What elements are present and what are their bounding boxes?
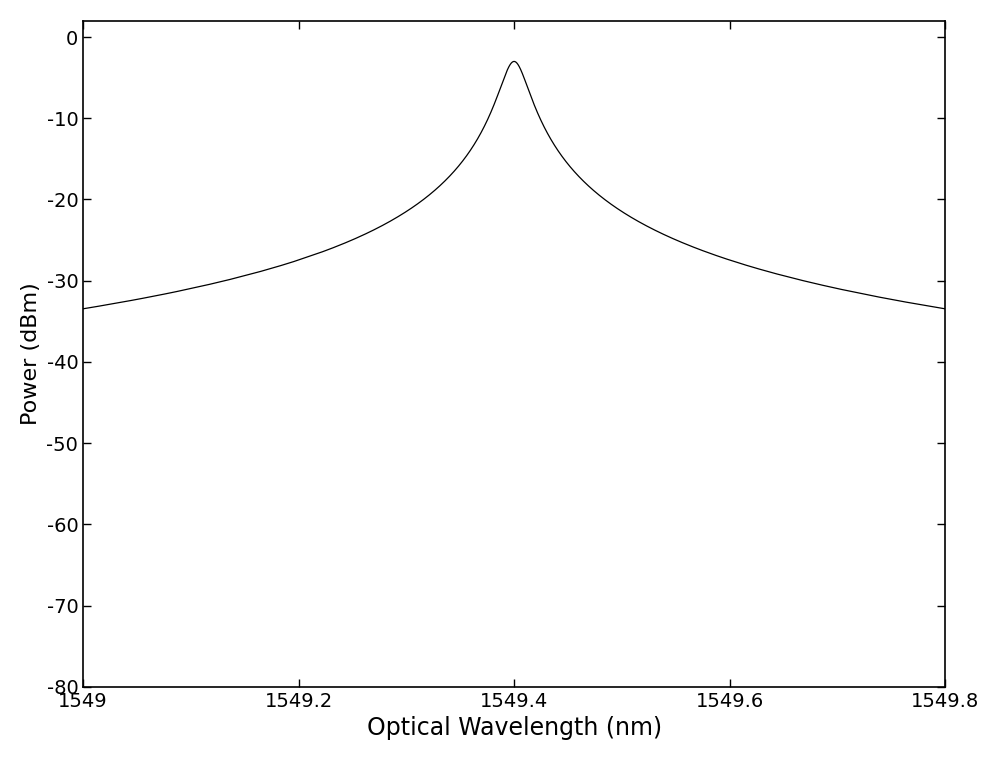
Y-axis label: Power (dBm): Power (dBm) — [21, 282, 41, 425]
X-axis label: Optical Wavelength (nm): Optical Wavelength (nm) — [367, 716, 662, 740]
